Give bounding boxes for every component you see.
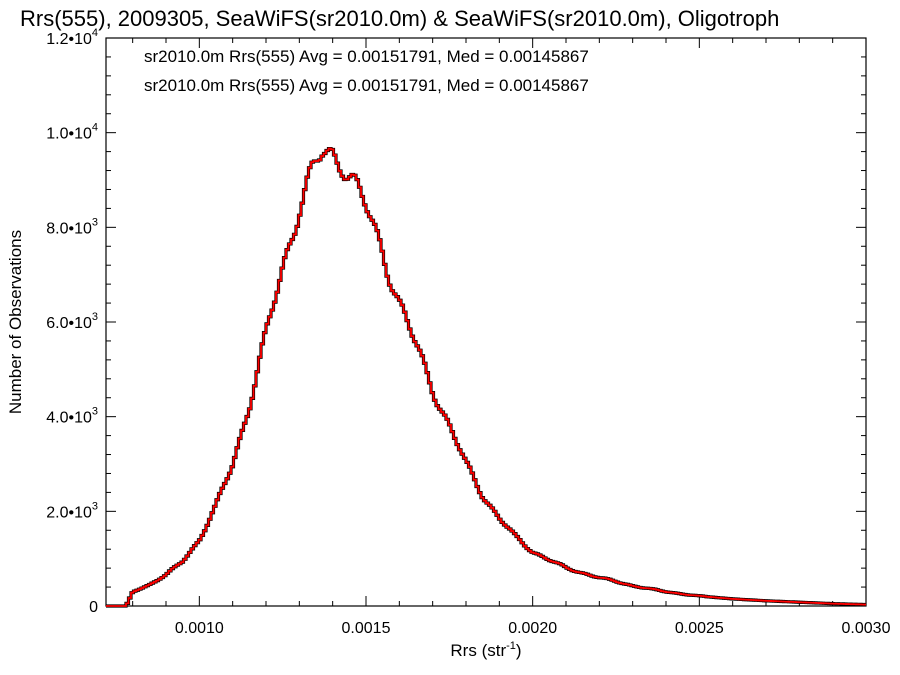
x-tick-label: 0.0020 xyxy=(508,620,557,637)
chart-title: Rrs(555), 2009305, SeaWiFS(sr2010.0m) & … xyxy=(20,6,779,31)
x-tick-label: 0.0010 xyxy=(175,620,224,637)
y-tick-label: 0 xyxy=(89,599,98,616)
y-tick-label: 2.0•103 xyxy=(46,500,98,521)
x-axis-title-text: Rrs (str xyxy=(450,641,506,660)
y-tick-label: 1.2•104 xyxy=(46,27,98,48)
axis-ticks xyxy=(106,37,867,607)
x-tick-label: 0.0025 xyxy=(675,620,724,637)
y-tick-label: 4.0•103 xyxy=(46,406,98,427)
stats-annotation-black: sr2010.0m Rrs(555) Avg = 0.00151791, Med… xyxy=(144,47,589,66)
y-tick-label: 6.0•103 xyxy=(46,311,98,332)
x-axis-title-close: ) xyxy=(516,641,522,660)
histogram-series-line xyxy=(106,147,866,607)
y-tick-label: 1.0•104 xyxy=(46,122,98,143)
axis-tick-labels: 0.0010 0.0015 0.0020 0.0025 0.0030 0 2.0•103 4.… xyxy=(46,27,890,637)
plot-frame xyxy=(105,37,867,607)
x-tick-label: 0.0015 xyxy=(342,620,391,637)
stats-annotation-red: sr2010.0m Rrs(555) Avg = 0.00151791, Med… xyxy=(144,76,589,95)
x-axis-title-superscript: -1 xyxy=(506,640,516,652)
x-tick-label: 0.0030 xyxy=(842,620,891,637)
histogram-outline xyxy=(106,146,866,608)
y-axis-title: Number of Observations xyxy=(6,230,25,414)
x-axis-title: Rrs (str-1) xyxy=(450,640,521,660)
y-tick-label: 8.0•103 xyxy=(46,216,98,237)
